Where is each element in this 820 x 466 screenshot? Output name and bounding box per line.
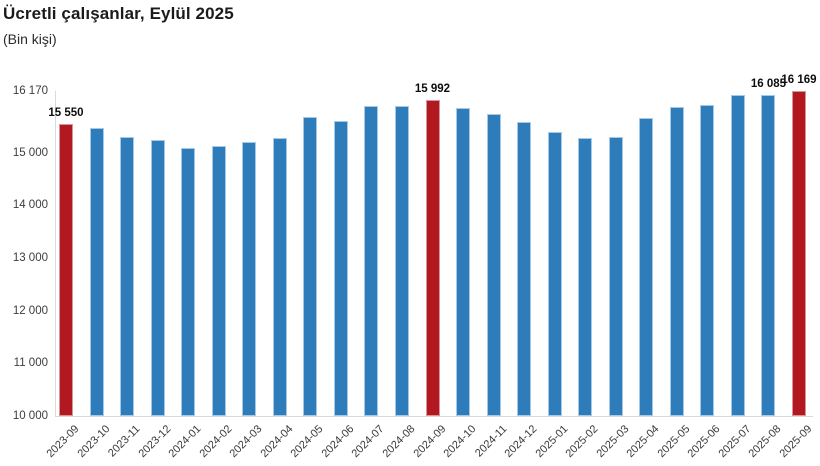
bar-value-label: 16 085 xyxy=(750,78,787,91)
y-tick-label: 11 000 xyxy=(13,357,48,370)
bar xyxy=(211,145,226,416)
bar xyxy=(89,128,104,416)
bar xyxy=(150,139,165,416)
bar-value-label: 15 992 xyxy=(414,83,451,96)
bar xyxy=(608,136,623,416)
y-tick-label: 12 000 xyxy=(12,304,48,317)
bar xyxy=(486,114,501,416)
bar xyxy=(242,141,257,416)
bar xyxy=(578,137,593,416)
bar-highlight xyxy=(792,91,806,416)
bar-highlight xyxy=(59,123,73,416)
bar xyxy=(364,105,379,416)
bar xyxy=(181,148,196,416)
bar xyxy=(730,94,745,416)
bar xyxy=(272,137,287,416)
bar xyxy=(669,106,684,416)
bar xyxy=(761,95,776,416)
bar xyxy=(303,116,318,416)
y-tick-label: 13 000 xyxy=(12,251,48,264)
plot-area: 15 550 15 992 16 085 16 169 xyxy=(48,74,817,417)
bar xyxy=(700,104,715,416)
chart-title: Ücretli çalışanlar, Eylül 2025 xyxy=(3,4,234,23)
chart-subtitle: (Bin kişi) xyxy=(3,31,57,47)
bar xyxy=(547,131,562,416)
bar-value-label: 16 169 xyxy=(781,74,817,87)
bar-highlight xyxy=(425,100,440,416)
bar-value-label: 15 550 xyxy=(48,106,84,119)
bar xyxy=(333,121,348,416)
bar xyxy=(456,108,471,416)
bar xyxy=(120,136,135,416)
y-tick-label: 16 170 xyxy=(12,85,48,97)
y-tick-label: 14 000 xyxy=(12,199,48,212)
y-tick-label: 10 000 xyxy=(12,410,48,422)
bar xyxy=(639,118,654,416)
bar xyxy=(517,122,532,416)
bar xyxy=(394,106,409,416)
y-tick-label: 15 000 xyxy=(12,146,48,159)
